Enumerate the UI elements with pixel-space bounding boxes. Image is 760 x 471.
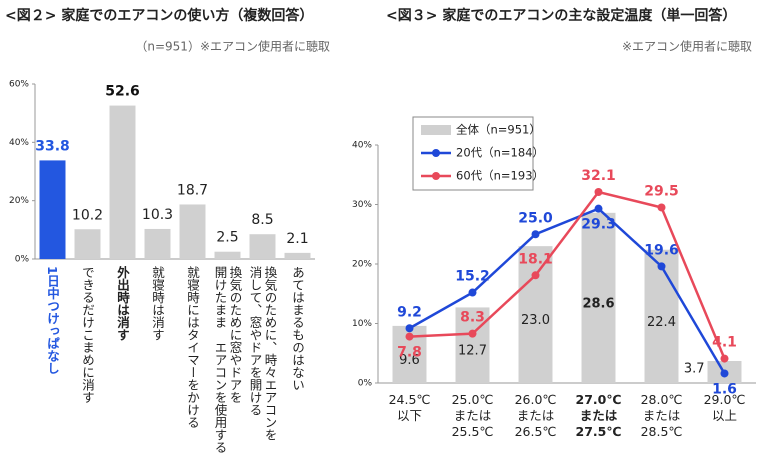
x-tick-label: できるだけこまめに消す <box>80 266 95 404</box>
marker <box>594 188 603 197</box>
x-tick-label: 27.0℃ または 27.5℃ <box>575 392 622 439</box>
y-tick-label: 0% <box>358 379 373 389</box>
value-label: 52.6 <box>105 84 140 100</box>
marker <box>405 324 414 333</box>
legend-label: 全体（n=951） <box>456 123 541 137</box>
x-tick-label: あてはまるものはない <box>290 266 305 391</box>
bar <box>109 105 136 259</box>
bar <box>581 212 616 383</box>
value-label: 8.5 <box>251 212 273 228</box>
value-label: 7.8 <box>397 345 422 361</box>
bar <box>249 234 276 259</box>
legend-label: 20代（n=184） <box>456 146 544 160</box>
value-label: 28.6 <box>582 296 614 311</box>
bar <box>179 204 206 259</box>
value-label: 18.1 <box>518 251 553 267</box>
y-tick-label: 10% <box>352 319 372 329</box>
value-label: 10.2 <box>72 207 103 223</box>
y-tick-label: 20% <box>352 260 372 270</box>
y-tick-label: 0% <box>15 255 30 265</box>
bar <box>284 252 311 259</box>
line <box>409 190 726 360</box>
value-label: 19.6 <box>644 242 679 258</box>
value-label: 22.4 <box>647 315 676 330</box>
value-label: 15.2 <box>455 269 490 285</box>
marker <box>657 203 666 212</box>
bar <box>455 307 490 383</box>
value-label: 10.3 <box>142 207 173 223</box>
value-label: 1.6 <box>712 381 737 397</box>
marker <box>405 332 414 341</box>
marker <box>468 329 477 338</box>
marker <box>468 288 477 297</box>
value-label: 12.7 <box>458 344 487 359</box>
chart-subtitle: （n=951）※エアコン使用者に聴取 <box>135 39 330 54</box>
x-tick-label: 外出時は消す <box>115 266 130 341</box>
marker <box>657 262 666 271</box>
marker <box>720 369 729 378</box>
value-label: 8.3 <box>460 310 485 326</box>
line <box>408 207 726 375</box>
y-tick-label: 20% <box>9 196 29 206</box>
value-label: 29.3 <box>581 217 616 233</box>
value-label: 9.6 <box>399 353 420 368</box>
value-label: 4.1 <box>712 335 737 351</box>
value-label: 33.8 <box>35 138 70 154</box>
marker <box>720 354 729 363</box>
chart-title: <図３> 家庭でのエアコンの主な設定温度（単一回答） <box>386 7 736 24</box>
x-tick-label: 26.0℃ または 26.5℃ <box>514 392 557 439</box>
value-label: 3.7 <box>684 362 705 377</box>
x-tick-label: 28.0℃ または 28.5℃ <box>640 392 683 439</box>
value-label: 18.7 <box>177 182 208 198</box>
value-label: 29.5 <box>644 183 679 199</box>
marker <box>594 204 603 213</box>
x-tick-label: 25.0℃ または 25.5℃ <box>451 392 494 439</box>
value-label: 2.1 <box>286 231 308 247</box>
x-tick-label: 1日中つけっぱなし <box>45 266 60 375</box>
legend-swatch <box>432 172 440 180</box>
legend-label: 60代（n=193） <box>456 169 544 183</box>
x-tick-label: 24.5℃ 以下 <box>388 392 431 423</box>
y-tick-label: 30% <box>352 200 372 210</box>
x-tick-label: 就寝時にはタイマーをかける <box>185 266 200 429</box>
x-tick-label: 29.0℃ 以上 <box>703 392 746 423</box>
legend-swatch <box>432 149 440 157</box>
x-tick-label: 換気のために、時々エアコンを 消して、窓やドアを開ける <box>247 266 278 441</box>
chart-subtitle: ※エアコン使用者に聴取 <box>622 39 752 54</box>
bar <box>644 249 679 383</box>
marker <box>531 271 540 280</box>
x-tick-label: 換気のために窓やドアを 開けたまま エアコンを使用する <box>212 266 243 454</box>
value-label: 9.2 <box>397 304 422 320</box>
marker <box>531 230 540 239</box>
value-label: 2.5 <box>216 230 238 246</box>
bar <box>39 160 66 259</box>
value-label: 25.0 <box>518 210 553 226</box>
y-tick-label: 60% <box>9 80 29 90</box>
value-label: 32.1 <box>581 168 616 184</box>
legend-swatch <box>421 125 451 135</box>
value-label: 23.0 <box>521 313 550 328</box>
x-tick-label: 就寝時は消す <box>150 266 165 341</box>
bar <box>518 246 553 383</box>
chart-title: <図２> 家庭でのエアコンの使い方（複数回答） <box>5 7 313 24</box>
y-tick-label: 40% <box>352 141 372 151</box>
y-tick-label: 40% <box>9 138 29 148</box>
bar <box>74 229 101 259</box>
bar <box>214 251 241 259</box>
bar <box>144 228 171 259</box>
